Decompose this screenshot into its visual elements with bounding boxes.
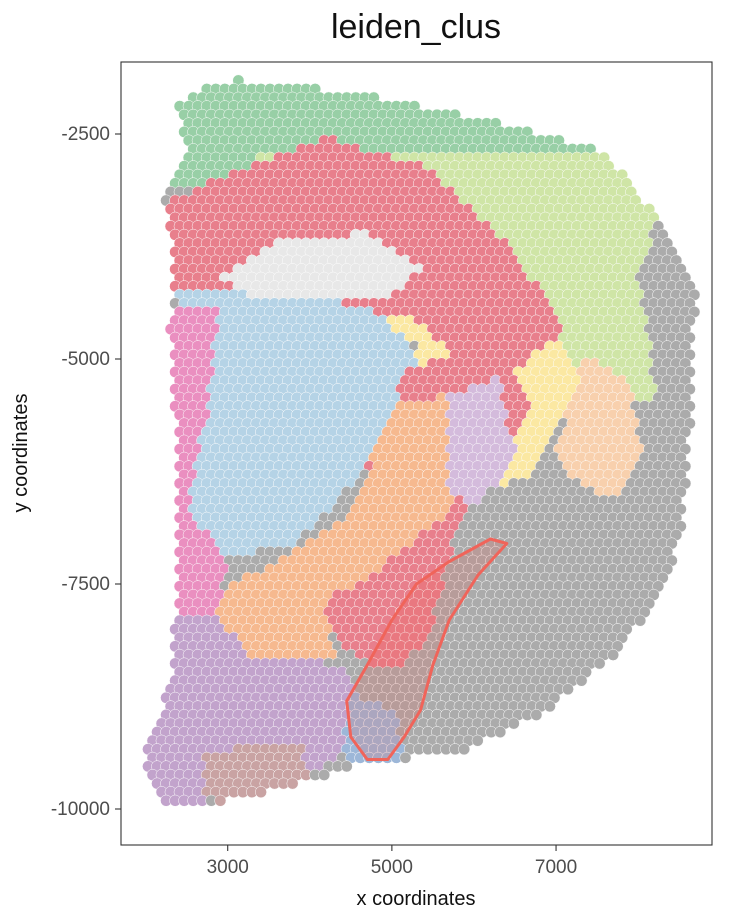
x-tick-label: 3000 — [207, 857, 249, 878]
spot-brown — [286, 777, 299, 790]
spot-gray — [607, 648, 620, 661]
chart-title: leiden_clus — [331, 8, 501, 46]
y-tick-label: -7500 — [61, 574, 110, 595]
spot-brown — [255, 786, 267, 799]
x-axis-title: x coordinates — [357, 888, 476, 910]
y-tick-label: -10000 — [51, 799, 110, 820]
spot-gray — [399, 751, 412, 764]
spot-gray — [507, 717, 520, 730]
x-axis-ticks: 3000 5000 7000 — [207, 845, 577, 878]
y-tick-label: -2500 — [61, 124, 110, 145]
spot-gray — [530, 708, 543, 721]
y-axis-ticks: -2500 -5000 -7500 -10000 — [51, 124, 121, 820]
x-tick-label: 7000 — [535, 857, 577, 878]
spot-gray — [634, 614, 647, 627]
spot-gray — [561, 683, 574, 696]
spot-gray — [318, 768, 331, 781]
spot-gray — [593, 657, 606, 670]
y-tick-label: -5000 — [61, 349, 110, 370]
y-axis-title: y coordinates — [10, 394, 32, 513]
spot-gray — [543, 700, 556, 713]
spot-gray — [575, 674, 588, 687]
spot-brown — [214, 794, 227, 807]
plot-panel-border — [120, 61, 713, 846]
spot-gray — [458, 743, 471, 756]
spot-gray — [471, 734, 484, 747]
x-tick-label: 5000 — [371, 857, 413, 878]
spots-layer — [142, 74, 701, 807]
spot-gray — [340, 760, 353, 773]
spot-gray — [494, 726, 507, 738]
